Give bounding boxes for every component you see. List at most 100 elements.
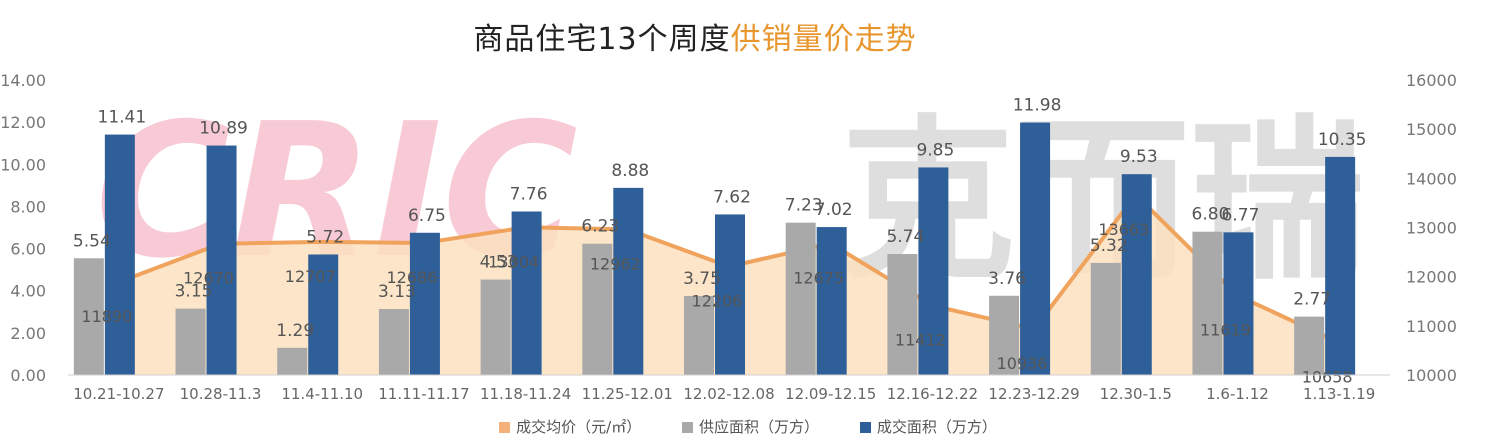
supply-bar [73, 258, 104, 375]
supply-label: 4.53 [480, 253, 518, 273]
y-right-tick: 13000 [1406, 219, 1457, 238]
labels-layer: 5.54 3.15 1.29 3.13 4.53 6.23 3.75 7.23 5.74 3.76… [73, 96, 1367, 387]
deal-label: 9.53 [1120, 147, 1158, 167]
supply-label: 5.74 [886, 227, 924, 247]
deal-bar [104, 134, 135, 375]
legend-label-supply: 供应面积（万方） [699, 418, 820, 436]
legend-label-deal: 成交面积（万方） [876, 418, 997, 436]
deal-bar [511, 211, 542, 375]
supply-label: 3.13 [378, 282, 416, 302]
deal-bar [206, 145, 237, 375]
x-tick: 12.23-12.29 [988, 385, 1079, 403]
price-label: 10658 [1302, 368, 1353, 387]
x-tick: 11.18-11.24 [480, 385, 571, 403]
x-tick: 12.09-12.15 [785, 385, 876, 403]
supply-label: 5.32 [1090, 236, 1128, 256]
price-label: 13663 [1098, 220, 1149, 239]
supply-bar [887, 254, 918, 375]
supply-label: 2.77 [1293, 290, 1331, 310]
chart-title: 商品住宅13个周度供销量价走势 [0, 14, 1390, 58]
deal-label: 11.41 [98, 108, 147, 128]
legend-swatch-price [499, 422, 511, 433]
deal-bar [1121, 174, 1152, 375]
supply-bar [785, 222, 816, 375]
x-tick: 12.16-12.22 [887, 385, 978, 403]
supply-bar [582, 243, 613, 375]
supply-label: 7.23 [785, 196, 823, 216]
legend-swatch-supply [682, 422, 694, 433]
deal-label: 7.62 [713, 187, 751, 207]
deal-label: 7.76 [510, 184, 548, 204]
y-left-tick: 4.00 [10, 282, 46, 301]
legend-swatch-deal [859, 422, 871, 433]
x-tick: 11.11-11.17 [378, 385, 469, 403]
bars-layer [73, 122, 1356, 375]
supply-bar [277, 347, 308, 375]
supply-label: 5.54 [73, 231, 111, 251]
x-tick: 11.25-12.01 [582, 385, 673, 403]
supply-label: 3.15 [175, 282, 213, 302]
y-right-tick: 16000 [1406, 71, 1457, 90]
x-tick: 1.13-1.19 [1303, 385, 1375, 403]
deal-label: 11.98 [1013, 96, 1062, 116]
x-tick: 12.30-1.5 [1100, 385, 1172, 403]
supply-bar [1294, 316, 1325, 375]
supply-label: 6.23 [581, 217, 619, 237]
y-right-tick: 11000 [1406, 317, 1457, 336]
price-label: 12675 [793, 268, 844, 287]
price-label: 13004 [488, 252, 539, 271]
deal-bar [1325, 156, 1356, 375]
legend-item-supply: 供应面积（万方） [682, 416, 819, 437]
supply-label: 1.29 [276, 321, 314, 341]
price-label: 12686 [386, 268, 437, 287]
supply-label: 3.76 [988, 269, 1026, 289]
deal-bar [409, 232, 440, 375]
deal-bar [308, 254, 339, 375]
y-right-tick: 15000 [1406, 120, 1457, 139]
y-left-tick: 2.00 [10, 324, 46, 343]
chart-title-main: 商品住宅13个周度 [473, 22, 731, 57]
y-left-tick: 12.00 [0, 113, 46, 132]
deal-label: 9.85 [916, 140, 954, 160]
price-label: 12962 [590, 254, 641, 273]
supply-bar [1192, 231, 1223, 375]
deal-bar [613, 187, 644, 375]
legend: 成交均价（元/㎡） 供应面积（万方） 成交面积（万方） [0, 416, 1496, 437]
legend-label-price: 成交均价（元/㎡） [516, 418, 642, 436]
legend-item-price: 成交均价（元/㎡） [499, 416, 641, 437]
y-left-tick: 14.00 [0, 71, 46, 90]
price-label: 11412 [895, 331, 946, 350]
deal-bar [715, 214, 745, 375]
supply-bar [684, 295, 714, 375]
deal-bar [816, 227, 847, 375]
chart-title-accent: 供销量价走势 [730, 22, 917, 57]
deal-label: 8.88 [611, 161, 649, 181]
deal-label: 7.02 [815, 200, 853, 220]
y-right-tick: 14000 [1406, 169, 1457, 188]
supply-bar [1090, 262, 1121, 375]
price-label: 12670 [183, 269, 234, 288]
deal-bar [918, 167, 949, 375]
x-tick: 10.21-10.27 [73, 385, 164, 403]
x-tick: 1.6-1.12 [1206, 385, 1269, 403]
y-left-tick: 0.00 [10, 366, 46, 385]
y-left-tick: 10.00 [0, 155, 46, 174]
supply-label: 3.75 [683, 269, 721, 289]
deal-bar [1223, 232, 1254, 375]
price-label: 11890 [81, 307, 132, 326]
price-label: 12206 [692, 292, 743, 311]
supply-bar [480, 279, 511, 375]
deal-label: 10.89 [199, 119, 248, 139]
x-tick: 10.28-11.3 [180, 385, 262, 403]
deal-label: 6.75 [408, 206, 446, 226]
x-tick: 12.02-12.08 [683, 385, 774, 403]
supply-bar [989, 295, 1020, 375]
legend-item-deal: 成交面积（万方） [859, 416, 997, 437]
y-right-tick: 10000 [1406, 366, 1457, 385]
price-label: 11619 [1200, 320, 1251, 339]
deal-label: 6.77 [1222, 205, 1260, 225]
y-left-tick: 8.00 [10, 197, 46, 216]
supply-label: 6.80 [1192, 205, 1230, 225]
supply-bar [378, 309, 409, 375]
x-tick: 11.4-11.10 [281, 385, 363, 403]
